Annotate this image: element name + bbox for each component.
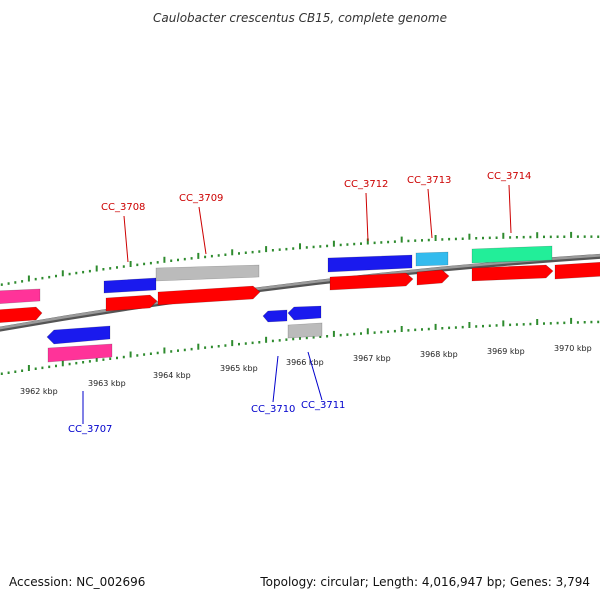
kbp-label: 3964 kbp bbox=[153, 371, 191, 380]
gene-feature[interactable] bbox=[46, 325, 111, 345]
gene-label-cc-3708[interactable]: CC_3708 bbox=[101, 202, 145, 213]
outer-tick-row bbox=[0, 231, 600, 286]
kbp-label: 3968 kbp bbox=[420, 350, 458, 359]
gene-feature[interactable] bbox=[415, 251, 449, 267]
label-leaders bbox=[82, 184, 512, 424]
gene-feature[interactable] bbox=[262, 309, 288, 323]
gene-labels: CC_3707 CC_3708 CC_3709 CC_3710 CC_3711 … bbox=[68, 171, 531, 435]
gene-feature[interactable] bbox=[471, 245, 553, 264]
gene-label-cc-3713[interactable]: CC_3713 bbox=[407, 175, 451, 186]
kbp-label: 3969 kbp bbox=[487, 347, 525, 356]
gene-label-cc-3714[interactable]: CC_3714 bbox=[487, 171, 531, 182]
gene-feature[interactable] bbox=[155, 264, 260, 282]
kbp-label: 3967 kbp bbox=[353, 354, 391, 363]
gene-feature[interactable] bbox=[554, 261, 600, 280]
gene-features bbox=[0, 245, 600, 363]
kbp-label: 3966 kbp bbox=[286, 358, 324, 367]
leader-line bbox=[123, 215, 129, 263]
gene-label-cc-3707[interactable]: CC_3707 bbox=[68, 424, 112, 435]
gene-feature[interactable] bbox=[47, 343, 113, 363]
gene-feature[interactable] bbox=[327, 254, 413, 273]
leader-line bbox=[508, 184, 512, 234]
gene-feature[interactable] bbox=[471, 264, 554, 282]
leader-line bbox=[272, 355, 279, 403]
gene-label-cc-3709[interactable]: CC_3709 bbox=[179, 193, 223, 204]
leader-line bbox=[427, 188, 433, 239]
gene-label-cc-3710[interactable]: CC_3710 bbox=[251, 404, 295, 415]
gene-feature[interactable] bbox=[105, 294, 158, 312]
gene-feature[interactable] bbox=[0, 288, 41, 304]
gene-label-cc-3712[interactable]: CC_3712 bbox=[344, 179, 388, 190]
kbp-label: 3965 kbp bbox=[220, 364, 258, 373]
gene-feature[interactable] bbox=[0, 306, 43, 323]
gene-label-cc-3711[interactable]: CC_3711 bbox=[301, 400, 345, 411]
gene-feature[interactable] bbox=[103, 277, 157, 294]
inner-tick-row bbox=[0, 317, 600, 375]
genome-summary-text: Topology: circular; Length: 4,016,947 bp… bbox=[259, 575, 590, 589]
gene-feature[interactable] bbox=[287, 305, 322, 321]
leader-line bbox=[307, 351, 323, 401]
kbp-label: 3963 kbp bbox=[88, 379, 126, 388]
kbp-label: 3970 kbp bbox=[554, 344, 592, 353]
accession-text: Accession: NC_002696 bbox=[9, 575, 145, 589]
leader-line bbox=[198, 206, 207, 255]
gene-feature[interactable] bbox=[329, 272, 414, 291]
genome-backbone bbox=[0, 253, 600, 332]
kbp-scale: 3962 kbp 3963 kbp 3964 kbp 3965 kbp 3966… bbox=[20, 344, 592, 396]
gene-feature[interactable] bbox=[416, 269, 450, 286]
kbp-label: 3962 kbp bbox=[20, 387, 58, 396]
gene-feature[interactable] bbox=[287, 322, 323, 339]
leader-line bbox=[365, 192, 369, 242]
map-title: Caulobacter crescentus CB15, complete ge… bbox=[153, 11, 447, 25]
gene-feature[interactable] bbox=[157, 285, 261, 306]
